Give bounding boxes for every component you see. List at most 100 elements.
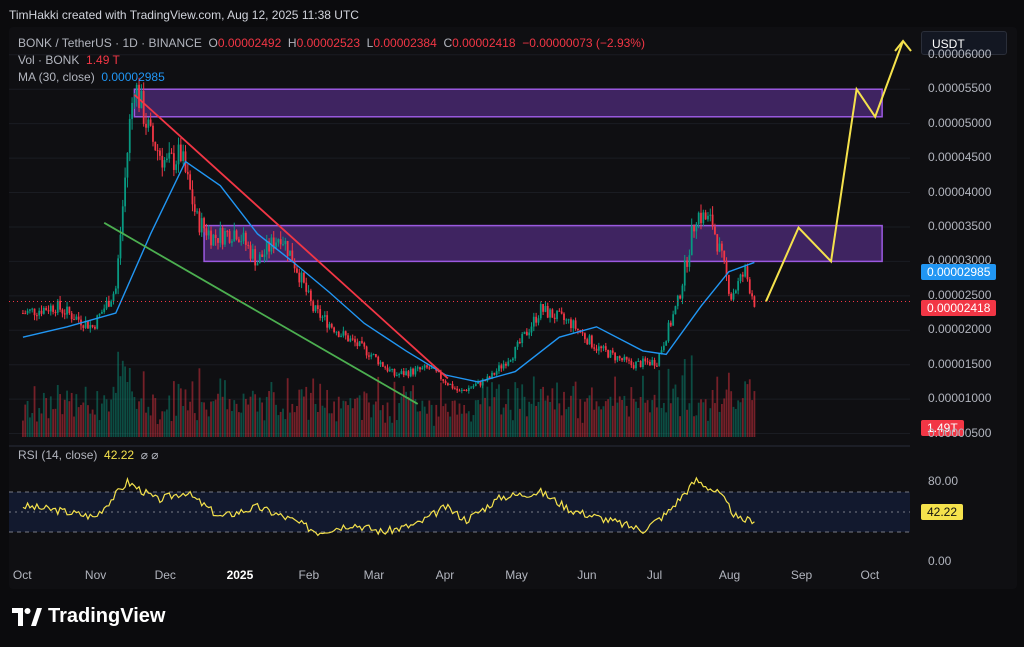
candle-body: [551, 309, 554, 318]
volume-bar: [518, 408, 521, 437]
volume-bar: [356, 397, 359, 437]
candle-body: [437, 371, 440, 373]
volume-bar: [402, 386, 405, 437]
volume-bar: [270, 382, 273, 437]
volume-bar: [316, 411, 319, 437]
currency-button[interactable]: USDT: [921, 31, 1007, 55]
volume-bar: [56, 385, 59, 437]
candle-body: [284, 240, 287, 245]
candle-body: [91, 325, 94, 327]
candle-body: [381, 362, 384, 367]
candle-body: [507, 361, 510, 366]
volume-bar: [419, 411, 421, 437]
volume-bar: [744, 381, 747, 437]
volume-bar: [644, 402, 647, 437]
volume-bar: [233, 400, 236, 437]
candle-body: [372, 354, 375, 356]
volume-bar: [723, 398, 726, 437]
candle-body: [156, 150, 159, 152]
volume-bar: [326, 389, 329, 437]
volume-bar: [68, 401, 71, 437]
candle-body: [237, 239, 240, 243]
candle-body: [488, 376, 491, 379]
price-tick-label: 0.00005500: [928, 81, 992, 96]
candle-body: [291, 250, 294, 263]
candle-body: [133, 97, 136, 103]
candle-body: [200, 218, 203, 233]
candle-body: [289, 250, 291, 256]
volume-bar: [560, 415, 563, 437]
volume-bar: [189, 401, 192, 437]
volume-bar: [300, 389, 303, 437]
candle-body: [407, 371, 410, 377]
volume-bar: [709, 408, 712, 437]
candle-body: [22, 313, 24, 315]
volume-bar: [63, 399, 66, 437]
candle-body: [210, 230, 212, 246]
candle-body: [453, 388, 456, 390]
price-tick-label: 0.00004000: [928, 184, 992, 199]
volume-bar: [498, 384, 500, 437]
volume-bar: [716, 376, 719, 437]
candle-body: [744, 266, 747, 277]
volume-bar: [361, 419, 363, 437]
volume-bar: [349, 398, 352, 437]
candle-body: [446, 383, 449, 385]
candle-body: [73, 319, 75, 321]
candle-body: [70, 313, 73, 320]
rsi-line: [22, 476, 755, 537]
candle-body: [426, 365, 428, 368]
volume-bar: [121, 360, 124, 437]
price-tick-label: 0.00002500: [928, 287, 992, 302]
volume-bar: [35, 421, 38, 437]
candle-body: [193, 204, 196, 212]
volume-bar: [89, 413, 92, 437]
candle-body: [152, 125, 154, 142]
candle-body: [219, 227, 222, 243]
volume-bar: [200, 402, 203, 437]
candle-body: [423, 365, 426, 368]
candle-body: [221, 227, 224, 245]
volume-bar: [221, 396, 224, 437]
candle-body: [741, 274, 744, 277]
candle-body: [512, 358, 514, 361]
volume-bar: [635, 401, 637, 437]
candle-body: [739, 274, 742, 282]
candle-body: [572, 320, 575, 329]
candle-body: [523, 331, 526, 334]
candle-body: [683, 260, 686, 286]
candle-body: [82, 325, 85, 328]
volume-bar: [319, 383, 322, 437]
last-price-badge: 0.00002418: [921, 300, 997, 316]
volume-bar: [347, 405, 349, 437]
candle-body: [347, 335, 349, 342]
time-tick-label: 2025: [226, 568, 254, 582]
volume-bar: [298, 389, 301, 437]
volume-bar: [73, 416, 75, 437]
candle-body: [268, 241, 270, 252]
candle-body: [588, 335, 591, 345]
candle-body: [121, 206, 124, 235]
candle-body: [263, 254, 266, 257]
candle-body: [75, 316, 78, 320]
volume-bar: [105, 399, 108, 437]
candle-body: [549, 309, 551, 318]
candle-body: [47, 310, 50, 312]
candle-body: [658, 353, 661, 366]
volume-bar: [31, 413, 34, 437]
volume-bar: [525, 416, 528, 437]
candle-body: [40, 310, 43, 314]
volume-bar: [147, 406, 150, 437]
volume-bar: [460, 413, 463, 437]
candle-body: [337, 331, 340, 337]
projection-arrow-icon: [894, 39, 912, 52]
volume-bar: [112, 386, 115, 437]
candle-body: [621, 358, 623, 361]
volume-bar: [444, 403, 447, 437]
candle-body: [474, 383, 477, 387]
volume-bar: [365, 393, 368, 437]
volume-bar: [669, 403, 672, 437]
resistance-zone: [133, 88, 883, 118]
candle-body: [26, 310, 29, 314]
